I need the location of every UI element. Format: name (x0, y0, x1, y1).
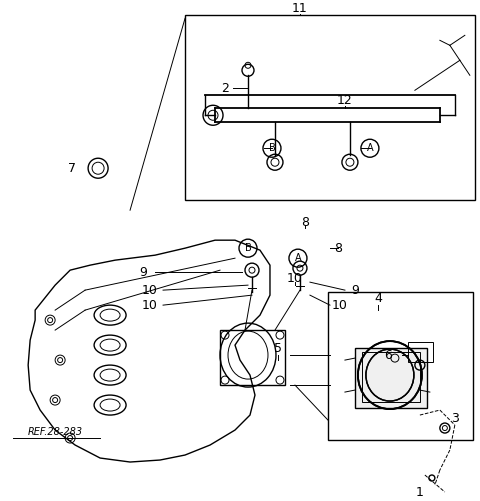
Text: 12: 12 (337, 94, 353, 107)
Text: 9: 9 (139, 266, 147, 279)
Text: 2: 2 (221, 82, 229, 95)
Text: 1: 1 (416, 485, 424, 498)
Text: 10: 10 (142, 284, 158, 297)
Bar (355, 348, 427, 408)
Text: A: A (367, 143, 373, 153)
Bar (328, 292, 473, 440)
Text: B: B (269, 143, 276, 153)
Text: 5: 5 (274, 342, 282, 355)
Text: 11: 11 (292, 2, 308, 15)
Text: 3: 3 (451, 411, 459, 424)
Text: 10: 10 (287, 272, 303, 285)
Text: B: B (245, 243, 252, 253)
Text: REF.28-283: REF.28-283 (27, 427, 83, 437)
Text: 10: 10 (142, 299, 158, 312)
Text: 8: 8 (334, 241, 342, 255)
Text: A: A (295, 253, 301, 263)
Text: 6: 6 (384, 349, 392, 362)
Bar (185, 16, 475, 200)
Text: 10: 10 (332, 299, 348, 312)
Text: 8: 8 (301, 216, 309, 228)
Text: 4: 4 (374, 292, 382, 305)
Text: 7: 7 (68, 162, 76, 175)
Bar (362, 352, 420, 402)
Text: 9: 9 (351, 284, 359, 297)
Bar (408, 342, 433, 362)
